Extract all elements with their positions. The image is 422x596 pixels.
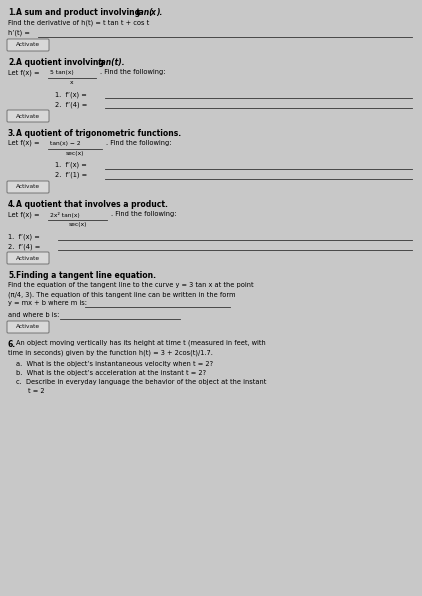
Text: Find the equation of the tangent line to the curve y = 3 tan x at the point: Find the equation of the tangent line to… xyxy=(8,282,254,288)
Text: Let f(x) =: Let f(x) = xyxy=(8,211,42,218)
Text: (π/4, 3). The equation of this tangent line can be written in the form: (π/4, 3). The equation of this tangent l… xyxy=(8,291,235,297)
Text: 5.: 5. xyxy=(8,271,16,280)
FancyBboxPatch shape xyxy=(7,39,49,51)
Text: 2.  f’(4) =: 2. f’(4) = xyxy=(55,101,89,107)
Text: sec(x): sec(x) xyxy=(69,222,87,227)
Text: 5 tan(x): 5 tan(x) xyxy=(50,70,74,75)
Text: b.  What is the object’s acceleration at the instant t = 2?: b. What is the object’s acceleration at … xyxy=(16,370,206,376)
Text: 1.  f’(x) =: 1. f’(x) = xyxy=(55,91,89,98)
Text: Activate: Activate xyxy=(16,256,40,260)
FancyBboxPatch shape xyxy=(7,252,49,264)
Text: 2.: 2. xyxy=(8,58,16,67)
Text: 6.: 6. xyxy=(8,340,16,349)
Text: Finding a tangent line equation.: Finding a tangent line equation. xyxy=(16,271,156,280)
Text: . Find the following:: . Find the following: xyxy=(100,69,165,75)
Text: Activate: Activate xyxy=(16,113,40,119)
Text: Activate: Activate xyxy=(16,42,40,48)
Text: A sum and product involving: A sum and product involving xyxy=(16,8,143,17)
Text: Let f(x) =: Let f(x) = xyxy=(8,140,42,147)
Text: 2x² tan(x): 2x² tan(x) xyxy=(50,212,80,218)
Text: 1.  f’(x) =: 1. f’(x) = xyxy=(8,233,42,240)
Text: Find the derivative of h(t) = t tan t + cos t: Find the derivative of h(t) = t tan t + … xyxy=(8,19,149,26)
FancyBboxPatch shape xyxy=(7,110,49,122)
Text: x: x xyxy=(150,8,155,17)
Text: A quotient that involves a product.: A quotient that involves a product. xyxy=(16,200,168,209)
FancyBboxPatch shape xyxy=(7,181,49,193)
Text: 2.  f’(1) =: 2. f’(1) = xyxy=(55,172,89,178)
Text: x: x xyxy=(70,80,74,85)
Text: t = 2: t = 2 xyxy=(28,388,45,394)
Text: tan(x) − 2: tan(x) − 2 xyxy=(50,141,81,146)
Text: c.  Describe in everyday language the behavior of the object at the instant: c. Describe in everyday language the beh… xyxy=(16,379,266,385)
Text: A quotient of trigonometric functions.: A quotient of trigonometric functions. xyxy=(16,129,181,138)
Text: 2.  f’(4) =: 2. f’(4) = xyxy=(8,243,42,250)
Text: An object moving vertically has its height at time t (measured in feet, with: An object moving vertically has its heig… xyxy=(16,340,266,346)
Text: 1.: 1. xyxy=(8,8,16,17)
Text: . Find the following:: . Find the following: xyxy=(106,140,171,146)
FancyBboxPatch shape xyxy=(7,321,49,333)
Text: 1.  f’(x) =: 1. f’(x) = xyxy=(55,162,89,169)
Text: Activate: Activate xyxy=(16,324,40,330)
Text: 3.: 3. xyxy=(8,129,16,138)
Text: y = mx + b where m is:: y = mx + b where m is: xyxy=(8,300,87,306)
Text: h’(t) =: h’(t) = xyxy=(8,30,32,36)
Text: Let f(x) =: Let f(x) = xyxy=(8,69,42,76)
Text: Activate: Activate xyxy=(16,185,40,190)
Text: ).: ). xyxy=(156,8,162,17)
Text: time in seconds) given by the function h(t) = 3 + 2cos(t)/1.7.: time in seconds) given by the function h… xyxy=(8,349,213,355)
Text: . Find the following:: . Find the following: xyxy=(111,211,176,217)
Text: tan(t).: tan(t). xyxy=(98,58,126,67)
Text: tan(: tan( xyxy=(136,8,154,17)
Text: a.  What is the object’s instantaneous velocity when t = 2?: a. What is the object’s instantaneous ve… xyxy=(16,361,213,367)
Text: 4.: 4. xyxy=(8,200,16,209)
Text: A quotient involving: A quotient involving xyxy=(16,58,106,67)
Text: sec(x): sec(x) xyxy=(66,151,84,156)
Text: and where b is:: and where b is: xyxy=(8,312,60,318)
